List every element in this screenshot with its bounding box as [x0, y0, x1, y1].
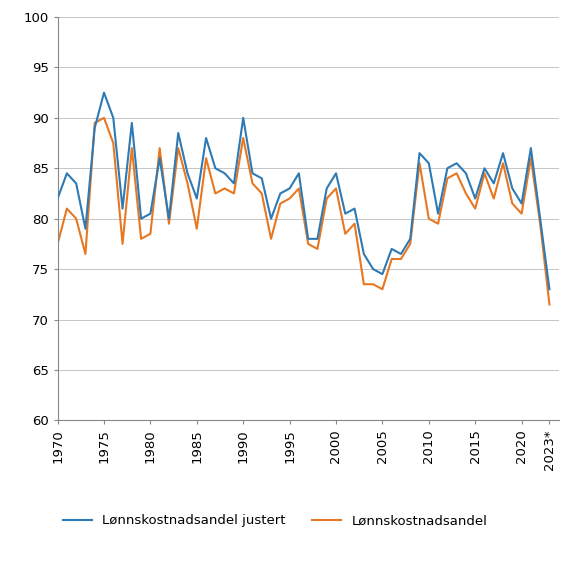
Legend: Lønnskostnadsandel justert, Lønnskostnadsandel: Lønnskostnadsandel justert, Lønnskostnad…	[58, 509, 493, 533]
Lønnskostnadsandel	[546, 301, 553, 308]
Lønnskostnadsandel	[249, 180, 256, 187]
Lønnskostnadsandel	[361, 281, 367, 287]
Lønnskostnadsandel justert	[147, 210, 154, 217]
Lønnskostnadsandel	[397, 256, 404, 262]
Lønnskostnadsandel justert	[54, 195, 61, 202]
Lønnskostnadsandel justert	[332, 170, 339, 177]
Lønnskostnadsandel justert	[249, 170, 256, 177]
Lønnskostnadsandel	[351, 220, 358, 227]
Line: Lønnskostnadsandel: Lønnskostnadsandel	[58, 118, 550, 304]
Lønnskostnadsandel justert	[351, 205, 358, 212]
Lønnskostnadsandel justert	[361, 250, 367, 257]
Lønnskostnadsandel justert	[101, 89, 108, 96]
Line: Lønnskostnadsandel justert: Lønnskostnadsandel justert	[58, 93, 550, 289]
Lønnskostnadsandel justert	[397, 250, 404, 257]
Lønnskostnadsandel	[101, 114, 108, 121]
Lønnskostnadsandel	[54, 240, 61, 247]
Lønnskostnadsandel	[147, 231, 154, 237]
Lønnskostnadsandel	[332, 185, 339, 192]
Lønnskostnadsandel justert	[546, 286, 553, 293]
